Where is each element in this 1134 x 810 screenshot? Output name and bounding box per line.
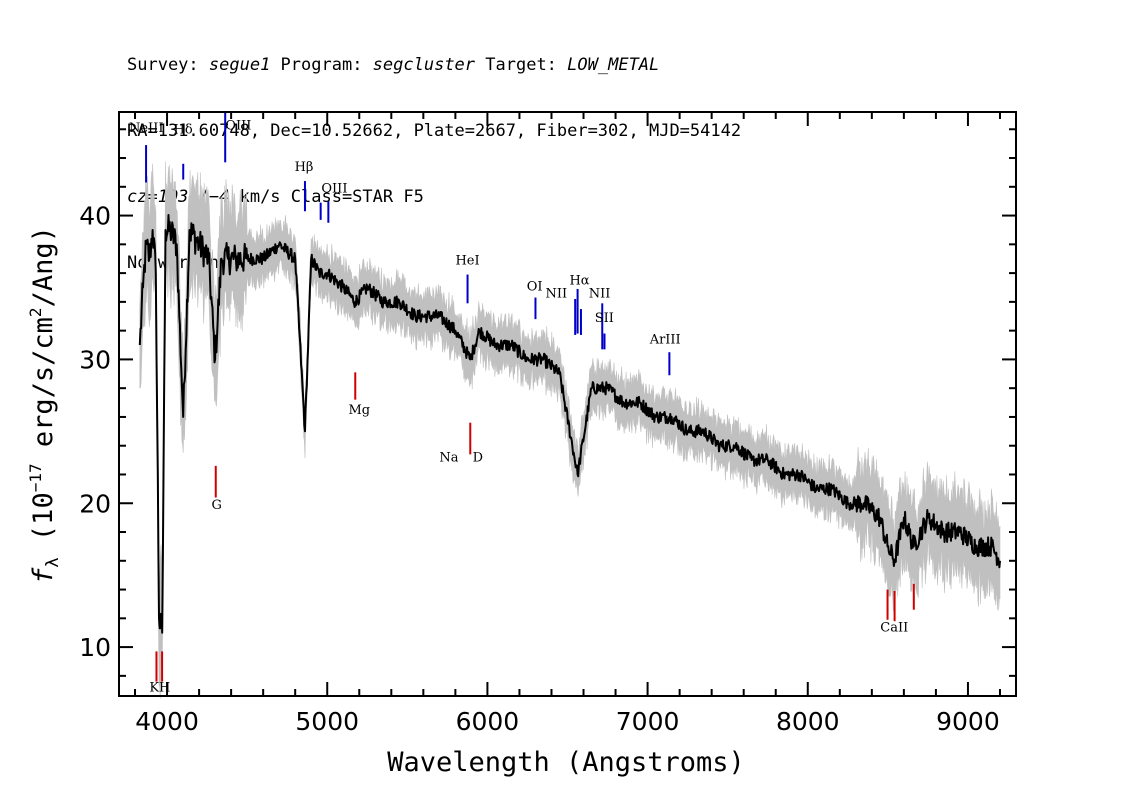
line-label: Mg <box>348 403 370 418</box>
plot-frame <box>118 111 1017 697</box>
line-identifications <box>145 112 915 682</box>
line-label: NeIII <box>129 121 163 136</box>
line-label: Na <box>439 451 458 466</box>
survey-label: Survey: <box>127 55 209 75</box>
spectrum-header: Survey: segue1 Program: segcluster Targe… <box>127 10 741 296</box>
y-label-f: f <box>28 567 59 584</box>
header-line-survey: Survey: segue1 Program: segcluster Targe… <box>127 54 741 76</box>
x-tick-label: 7000 <box>616 707 680 736</box>
line-label: NII <box>589 287 611 302</box>
line-label: ArIII <box>649 333 681 348</box>
y-axis-label: fλ (10−17 erg/s/cm2/Ang) <box>26 226 63 584</box>
x-tick-label: 6000 <box>456 707 520 736</box>
y-tick-label: 30 <box>79 345 111 374</box>
line-label: OIII <box>225 118 251 133</box>
line-label: OI <box>527 279 543 294</box>
target-label: Target: <box>475 55 568 75</box>
y-label-close: /Ang) <box>28 226 59 307</box>
x-tick-label: 9000 <box>936 707 1000 736</box>
y-label-sub: λ <box>43 557 63 567</box>
x-tick-label: 8000 <box>776 707 840 736</box>
x-tick-labels: 4000 5000 6000 7000 8000 9000 <box>135 707 1000 736</box>
line-label: Hδ <box>173 123 192 138</box>
program-value: segcluster <box>372 55 476 75</box>
target-value: LOW_METAL <box>567 55 660 75</box>
y-label-mid: erg/s/cm <box>28 317 59 463</box>
program-label: Program: <box>270 55 373 75</box>
line-label: SII <box>595 311 614 326</box>
survey-value: segue1 <box>208 55 271 75</box>
flux-spectrum <box>138 214 1001 634</box>
y-tick-label: 40 <box>79 202 111 231</box>
flux-line <box>138 214 1001 634</box>
x-tick-label: 4000 <box>135 707 199 736</box>
line-label: OIII <box>321 182 347 197</box>
line-label: Hβ <box>295 160 314 175</box>
x-tick-label: 5000 <box>295 707 359 736</box>
line-label: CaII <box>880 620 908 635</box>
axis-ticks <box>119 112 1016 696</box>
y-tick-label: 10 <box>79 633 111 662</box>
line-label: Hα <box>569 274 589 289</box>
line-label: G <box>212 498 222 513</box>
x-axis-label: Wavelength (Angstroms) <box>387 747 745 778</box>
y-tick-labels: 10 20 30 40 <box>79 202 111 663</box>
y-label-exp2: 2 <box>26 307 45 317</box>
y-label-open: (10 <box>28 492 59 557</box>
class-value: km/s Class=STAR F5 <box>229 187 424 207</box>
y-label-exp: −17 <box>26 463 45 492</box>
line-label: HeI <box>455 253 479 268</box>
y-tick-label: 20 <box>79 489 111 518</box>
line-label: NII <box>545 287 567 302</box>
header-line-coordinates: RA=131.60748, Dec=10.52662, Plate=2667, … <box>127 121 742 141</box>
line-label: D <box>473 451 483 466</box>
line-label: KH <box>149 681 170 696</box>
